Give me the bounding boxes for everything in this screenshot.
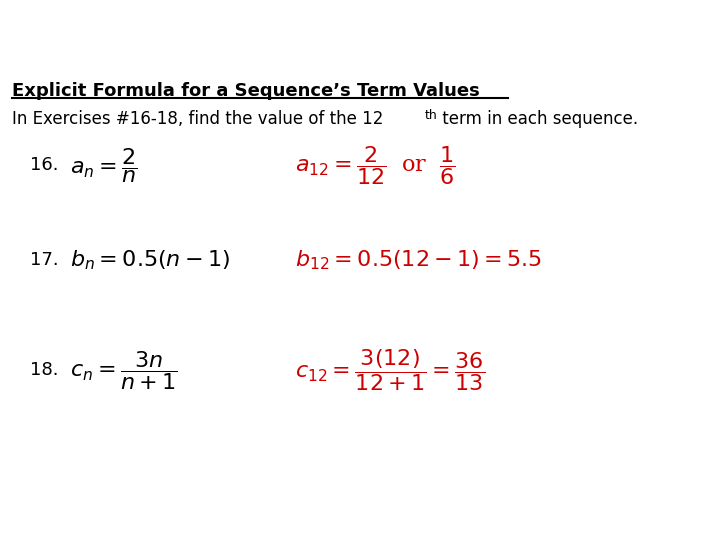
Text: $a_n = \dfrac{2}{n}$: $a_n = \dfrac{2}{n}$ xyxy=(70,146,138,185)
Text: $c_n = \dfrac{3n}{n+1}$: $c_n = \dfrac{3n}{n+1}$ xyxy=(70,349,178,392)
Text: $b_n = 0.5\left(n-1\right)$: $b_n = 0.5\left(n-1\right)$ xyxy=(70,248,230,272)
Text: th: th xyxy=(425,109,438,122)
Text: Pathways Algebra II: Pathways Algebra II xyxy=(11,14,322,40)
Text: $c_{12} = \dfrac{3(12)}{12+1} = \dfrac{36}{13}$: $c_{12} = \dfrac{3(12)}{12+1} = \dfrac{3… xyxy=(295,347,485,393)
Text: $a_{12} = \dfrac{2}{12}$  or  $\dfrac{1}{6}$: $a_{12} = \dfrac{2}{12}$ or $\dfrac{1}{6… xyxy=(295,144,456,187)
Text: 51: 51 xyxy=(659,500,680,515)
Text: Rational: Rational xyxy=(7,494,67,507)
Text: Reasoning: Reasoning xyxy=(7,517,81,530)
Text: © 2017 CARLSON & O’BRYAN: © 2017 CARLSON & O’BRYAN xyxy=(258,501,462,515)
Text: Explicit Formula for a Sequence’s Term Values: Explicit Formula for a Sequence’s Term V… xyxy=(12,82,480,100)
Text: 16.: 16. xyxy=(30,156,58,174)
Text: 17.: 17. xyxy=(30,251,58,269)
Text: Inv 3.2: Inv 3.2 xyxy=(532,500,591,515)
Text: $b_{12} = 0.5\left(12-1\right) = 5.5$: $b_{12} = 0.5\left(12-1\right) = 5.5$ xyxy=(295,248,542,272)
Text: In Exercises #16-18, find the value of the 12: In Exercises #16-18, find the value of t… xyxy=(12,110,383,128)
Text: term in each sequence.: term in each sequence. xyxy=(437,110,638,128)
Text: 18.: 18. xyxy=(30,361,58,379)
